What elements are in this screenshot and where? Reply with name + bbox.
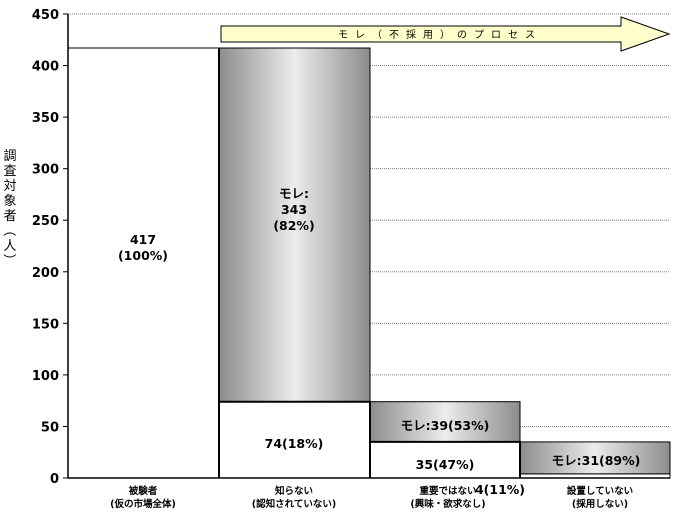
data-label-leak: 343 — [281, 202, 307, 217]
y-axis-label-char: 人 — [3, 239, 16, 254]
category-label: (仮の市場全体) — [110, 498, 176, 510]
bar-segment-leak — [519, 441, 671, 475]
y-axis-label-char: ） — [1, 253, 16, 266]
process-arrow-label: モレ（不採用）のプロセス — [338, 28, 542, 41]
data-label-leak: モレ: — [279, 186, 309, 201]
y-axis-label-char: 者 — [3, 209, 16, 224]
y-tick-labels: 0 50 100 150 200 250 300 350 400 450 — [32, 8, 59, 487]
data-label-leak: (82%) — [273, 218, 314, 233]
category-label: 知らない — [274, 485, 313, 497]
data-label-leak: モレ:31(89%) — [552, 453, 641, 468]
y-tick-label: 350 — [32, 111, 59, 126]
data-label-base: 417 — [130, 232, 156, 247]
y-tick-label: 300 — [32, 163, 59, 178]
y-tick-label: 400 — [32, 60, 59, 75]
bars — [68, 47, 671, 479]
y-tick-label: 50 — [41, 420, 59, 435]
category-label: (興味・欲求なし) — [410, 498, 485, 510]
data-label-remaining: 4(11%) — [475, 482, 525, 497]
y-tick-label: 250 — [32, 214, 59, 229]
y-axis-label-char: 対 — [3, 179, 16, 194]
process-arrow-shape — [220, 16, 671, 52]
y-tick-label: 0 — [50, 472, 59, 487]
y-axis-label-char: 査 — [3, 164, 16, 179]
process-arrow: モレ（不採用）のプロセス — [220, 16, 671, 52]
axes — [63, 13, 670, 479]
y-tick-label: 450 — [32, 8, 59, 23]
data-label-base: (100%) — [118, 248, 168, 263]
category-label: (採用しない) — [572, 498, 628, 510]
step-outline — [218, 48, 521, 478]
bar-segment-leak — [218, 47, 371, 403]
y-tick-label: 150 — [32, 317, 59, 332]
category-label: 被験者 — [129, 485, 158, 497]
y-axis-label-char: 象 — [3, 194, 16, 209]
category-label: 設置していない — [567, 485, 633, 497]
y-axis-label-char: 調 — [3, 149, 16, 164]
data-label-remaining: 74(18%) — [265, 436, 324, 451]
y-tick-label: 200 — [32, 266, 59, 281]
data-label-remaining: 35(47%) — [416, 457, 475, 472]
data-labels: 417(100%) 74(18%) モレ:343(82%) 35(47%) モレ:39(… — [118, 186, 640, 497]
data-label-leak: モレ:39(53%) — [401, 418, 490, 433]
category-labels: 被験者(仮の市場全体) 知らない(認知されていない) 重要ではない(興味・欲求なし)… — [110, 485, 633, 510]
category-label: 重要ではない — [419, 485, 476, 497]
y-axis-label-char: （ — [1, 223, 16, 236]
bar-base-fill — [68, 48, 219, 478]
category-label: (認知されていない) — [252, 498, 336, 510]
y-tick-label: 100 — [32, 369, 59, 384]
